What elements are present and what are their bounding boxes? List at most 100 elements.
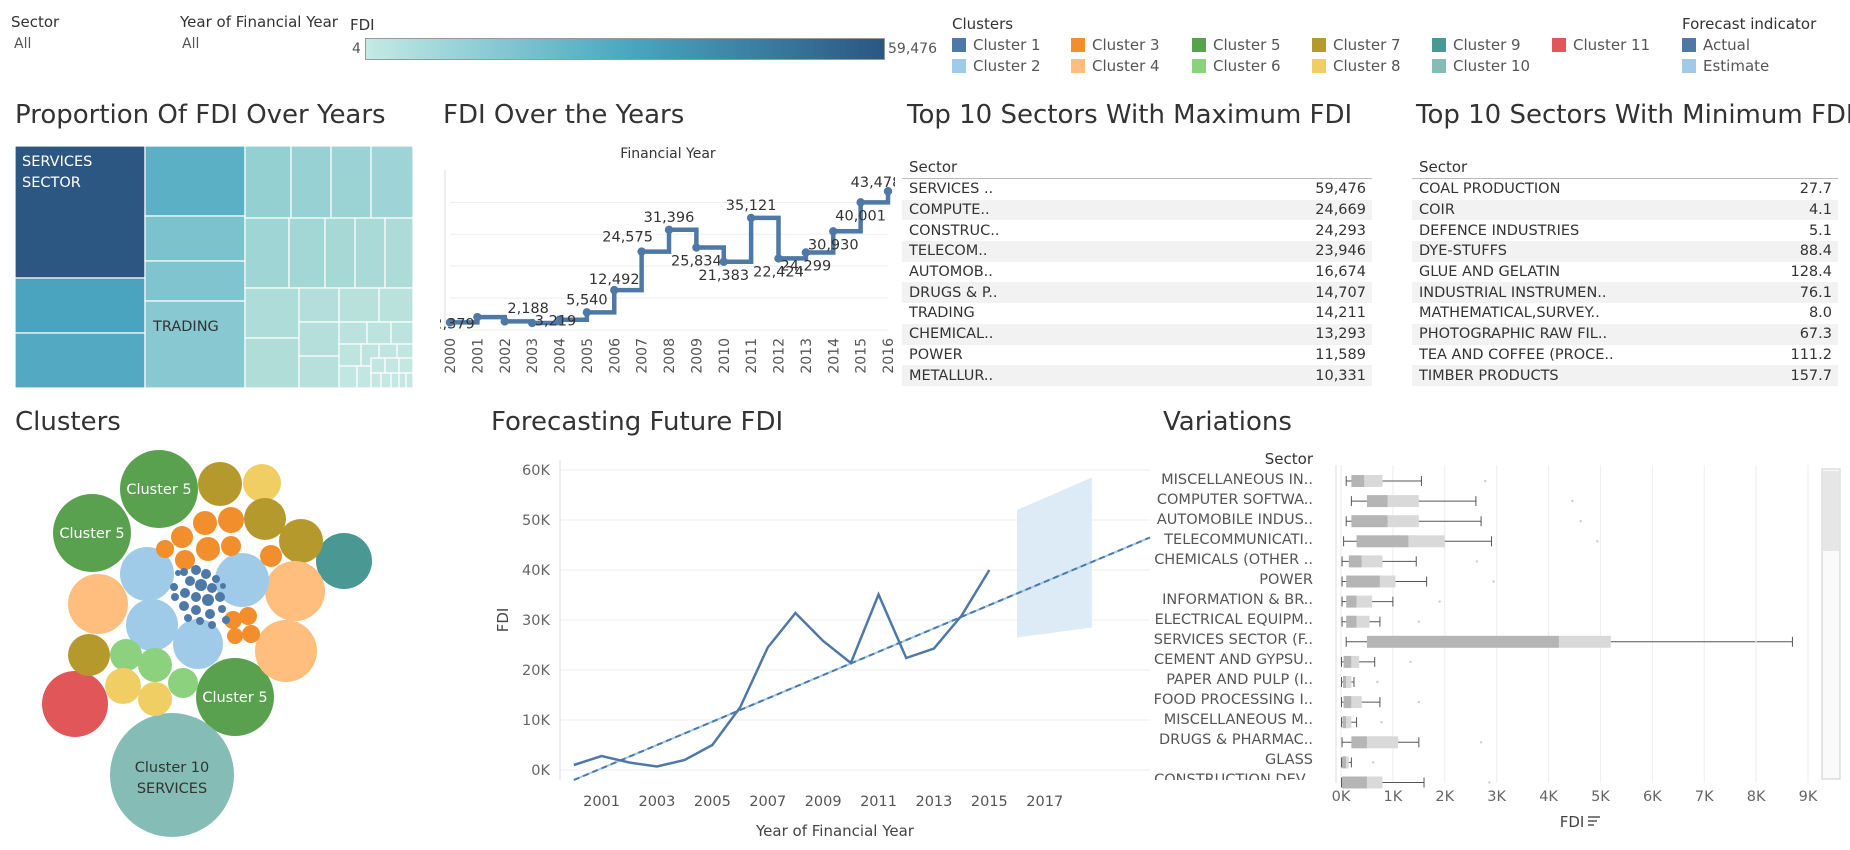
treemap-cell[interactable] xyxy=(338,365,358,388)
table-row[interactable]: SERVICES .. 59,476 xyxy=(902,179,1372,200)
treemap-cell[interactable] xyxy=(15,332,146,388)
treemap-cell[interactable] xyxy=(330,146,372,219)
bubble-cluster7[interactable] xyxy=(244,498,286,540)
treemap-cell[interactable] xyxy=(298,321,340,357)
variations-row-label[interactable]: CEMENT AND GYPSU.. xyxy=(1154,652,1313,668)
treemap-cell[interactable] xyxy=(298,287,340,323)
treemap-cell[interactable] xyxy=(370,372,382,388)
treemap-cell[interactable] xyxy=(144,260,246,302)
bubble-cluster4[interactable] xyxy=(255,620,317,682)
bubble-cluster3[interactable] xyxy=(221,536,241,556)
table-row[interactable]: TEA AND COFFEE (PROCE.. 111.2 xyxy=(1412,345,1838,366)
treemap-cell[interactable] xyxy=(390,372,400,388)
cluster-legend-item[interactable]: Cluster 3 xyxy=(1071,34,1160,55)
cluster-legend-item[interactable]: Cluster 7 xyxy=(1312,34,1401,55)
bubble-cluster7[interactable] xyxy=(279,519,323,563)
treemap-cell[interactable] xyxy=(244,287,300,339)
bubble-cluster9[interactable] xyxy=(316,533,372,589)
bubble-cluster2[interactable] xyxy=(215,553,269,607)
treemap-cell[interactable] xyxy=(398,372,407,388)
treemap-cell[interactable] xyxy=(324,217,356,289)
bubble-cluster3[interactable] xyxy=(156,540,174,558)
variations-row-label[interactable]: INFORMATION & BR.. xyxy=(1162,592,1313,608)
treemap-cell[interactable] xyxy=(354,217,386,289)
bubble-cluster6[interactable] xyxy=(138,648,172,682)
sector-filter-value[interactable]: All xyxy=(14,36,32,52)
fdi-years-point[interactable] xyxy=(500,317,509,326)
table-row[interactable]: DEFENCE INDUSTRIES 5.1 xyxy=(1412,220,1838,241)
bubble-cluster3[interactable] xyxy=(227,628,243,644)
cluster-legend-item[interactable]: Cluster 9 xyxy=(1432,34,1521,55)
treemap-cell[interactable] xyxy=(390,321,413,345)
variations-row-label[interactable]: PAPER AND PULP (I.. xyxy=(1166,672,1313,688)
treemap-cell[interactable] xyxy=(405,372,413,388)
variations-row-label[interactable]: GLASS xyxy=(1265,752,1313,768)
variations-box[interactable] xyxy=(1341,756,1375,769)
treemap-cell[interactable] xyxy=(298,355,340,388)
variations-row-label[interactable]: POWER xyxy=(1259,572,1313,588)
table-row[interactable]: COAL PRODUCTION 27.7 xyxy=(1412,179,1838,200)
bubble-cluster2[interactable] xyxy=(126,599,178,651)
variations-row-label[interactable]: TELECOMMUNICATI.. xyxy=(1164,532,1313,548)
treemap-cell[interactable] xyxy=(396,343,413,359)
variations-box[interactable] xyxy=(1341,716,1383,729)
variations-row-label[interactable]: SERVICES SECTOR (F.. xyxy=(1153,632,1313,648)
cluster-legend-item[interactable]: Cluster 10 xyxy=(1432,55,1530,76)
bubble-cluster3[interactable] xyxy=(239,607,257,625)
treemap-cell[interactable] xyxy=(384,217,413,289)
bubble-cluster6[interactable] xyxy=(110,639,142,671)
fdi-years-point[interactable] xyxy=(801,248,811,257)
treemap-cell[interactable] xyxy=(244,146,292,219)
variations-row-label[interactable]: CONSTRUCTION DEV.. xyxy=(1154,772,1313,780)
bubble-cluster8[interactable] xyxy=(243,464,281,502)
fdi-years-point[interactable] xyxy=(582,308,592,317)
bubble-cluster4[interactable] xyxy=(68,574,128,634)
table-row[interactable]: METALLUR.. 10,331 xyxy=(902,365,1372,386)
variations-row-label[interactable]: FOOD PROCESSING I.. xyxy=(1153,692,1313,708)
treemap-cell[interactable] xyxy=(370,357,386,374)
variations-box[interactable] xyxy=(1345,635,1793,648)
variations-box[interactable] xyxy=(1341,555,1479,568)
treemap-services[interactable] xyxy=(15,146,146,279)
bubble-cluster3[interactable] xyxy=(242,625,260,643)
bubble-cluster3[interactable] xyxy=(224,611,242,629)
variations-box[interactable] xyxy=(1345,475,1487,487)
variations-box[interactable] xyxy=(1341,676,1379,688)
variations-box[interactable] xyxy=(1341,615,1421,628)
cluster-legend-item[interactable]: Cluster 6 xyxy=(1192,55,1281,76)
fdi-years-point[interactable] xyxy=(746,213,756,223)
variations-row-label[interactable]: AUTOMOBILE INDUS.. xyxy=(1156,512,1313,528)
forecast-actual-line[interactable] xyxy=(573,569,991,768)
table-row[interactable]: PHOTOGRAPHIC RAW FIL.. 67.3 xyxy=(1412,323,1838,345)
cluster-legend-item[interactable]: Cluster 8 xyxy=(1312,55,1401,76)
bubble-cluster8[interactable] xyxy=(105,668,141,704)
treemap-cell[interactable] xyxy=(338,343,362,367)
cluster-legend-item[interactable]: Cluster 4 xyxy=(1071,55,1160,76)
variations-box[interactable] xyxy=(1341,776,1491,789)
fdi-years-point[interactable] xyxy=(637,247,646,256)
table-row[interactable]: TIMBER PRODUCTS 157.7 xyxy=(1412,365,1838,386)
treemap-cell[interactable] xyxy=(378,287,413,323)
bubble-cluster11[interactable] xyxy=(42,671,108,737)
table-row[interactable]: AUTOMOB.. 16,674 xyxy=(902,262,1372,283)
variations-row-label[interactable]: MISCELLANEOUS M.. xyxy=(1163,712,1313,728)
table-row[interactable]: INDUSTRIAL INSTRUMEN.. 76.1 xyxy=(1412,282,1838,304)
variations-box[interactable] xyxy=(1341,736,1483,749)
fdi-years-point[interactable] xyxy=(883,187,893,196)
treemap-cell[interactable] xyxy=(384,357,400,374)
fdi-years-point[interactable] xyxy=(719,257,728,266)
treemap-cell[interactable] xyxy=(356,365,372,388)
treemap-cell[interactable] xyxy=(366,321,392,345)
treemap-cell[interactable] xyxy=(290,146,332,219)
forecast-legend-estimate[interactable]: Estimate xyxy=(1682,55,1769,76)
treemap-cell[interactable] xyxy=(288,217,326,289)
bubble-cluster10[interactable] xyxy=(110,713,234,837)
table-row[interactable]: TELECOM.. 23,946 xyxy=(902,241,1372,262)
treemap-cell[interactable] xyxy=(144,215,246,262)
sort-icon[interactable] xyxy=(1588,816,1600,826)
table-row[interactable]: DYE-STUFFS 88.4 xyxy=(1412,241,1838,262)
bubble-cluster3[interactable] xyxy=(175,550,195,570)
variations-box[interactable] xyxy=(1350,495,1574,508)
bubble-cluster5[interactable] xyxy=(196,658,274,736)
treemap-cell[interactable] xyxy=(370,146,413,219)
